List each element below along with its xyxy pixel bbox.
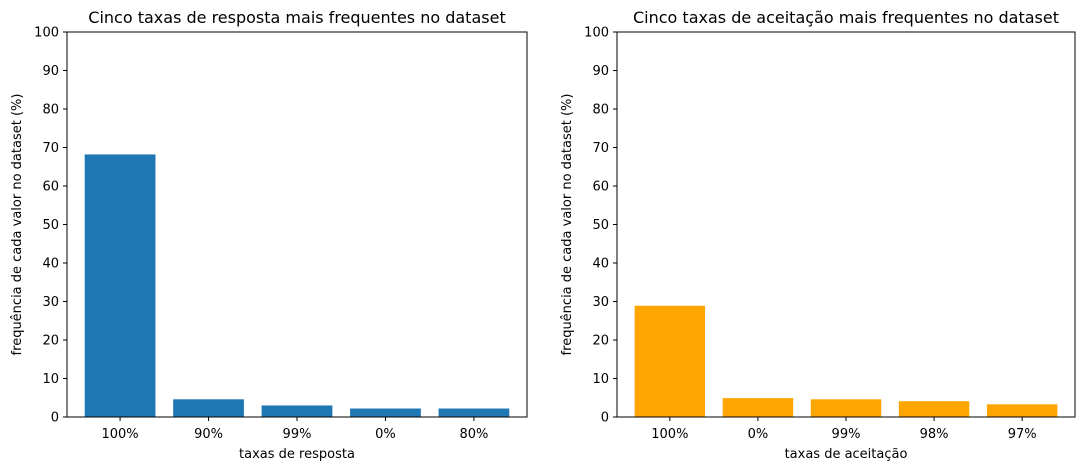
response-xtick-label: 99% xyxy=(283,427,312,442)
response-bar-0 xyxy=(84,154,156,417)
response-bar-4 xyxy=(438,408,510,417)
response-ytick-label: 80 xyxy=(42,103,59,118)
acceptance-ytick-label: 70 xyxy=(592,141,609,156)
acceptance-bar-0 xyxy=(634,305,706,417)
acceptance-bar-4 xyxy=(986,404,1058,417)
acceptance-ytick-label: 80 xyxy=(592,103,609,118)
acceptance-bar-2 xyxy=(810,399,882,417)
acceptance-bar-1 xyxy=(722,398,794,417)
response-xtick-label: 100% xyxy=(101,427,138,442)
response-x-axis-label: taxas de resposta xyxy=(239,447,355,462)
acceptance-ytick-label: 30 xyxy=(592,295,609,310)
acceptance-chart-title: Cinco taxas de aceitação mais frequentes… xyxy=(633,8,1059,27)
response-ytick-label: 20 xyxy=(42,334,59,349)
response-xtick-label: 80% xyxy=(459,427,488,442)
chart-acceptance-rates: 0 10 20 30 40 50 60 70 80 90 100 100% 0% 99% 98% 97% Cin… xyxy=(560,8,1076,462)
response-xtick-label: 0% xyxy=(375,427,396,442)
response-ytick-label: 70 xyxy=(42,141,59,156)
acceptance-x-axis-label: taxas de aceitação xyxy=(785,447,908,462)
acceptance-ytick-label: 100 xyxy=(584,26,609,41)
acceptance-xtick-label: 97% xyxy=(1008,427,1037,442)
response-y-axis-label: frequência de cada valor no dataset (%) xyxy=(10,94,25,356)
acceptance-ytick-label: 60 xyxy=(592,180,609,195)
chart-response-rates: 0 10 20 30 40 50 60 70 80 90 100 100% 90% 99% 0% 80% Cin… xyxy=(10,8,528,462)
acceptance-ytick-label: 90 xyxy=(592,64,609,79)
response-chart-title: Cinco taxas de resposta mais frequentes … xyxy=(88,8,505,27)
response-ytick-label: 0 xyxy=(51,411,59,426)
response-bar-1 xyxy=(173,399,244,417)
acceptance-ytick-label: 0 xyxy=(601,411,609,426)
acceptance-xtick-label: 0% xyxy=(748,427,769,442)
acceptance-xtick-label: 98% xyxy=(920,427,949,442)
acceptance-ytick-label: 20 xyxy=(592,334,609,349)
response-bar-2 xyxy=(261,405,333,417)
response-ytick-label: 40 xyxy=(42,257,59,272)
response-ytick-label: 100 xyxy=(34,26,59,41)
response-bar-3 xyxy=(350,408,421,417)
acceptance-bar-3 xyxy=(898,401,970,417)
response-ytick-label: 90 xyxy=(42,64,59,79)
acceptance-y-axis-label: frequência de cada valor no dataset (%) xyxy=(560,94,575,356)
acceptance-ytick-label: 50 xyxy=(592,218,609,233)
acceptance-xtick-label: 99% xyxy=(832,427,861,442)
acceptance-ytick-label: 40 xyxy=(592,257,609,272)
acceptance-xtick-label: 100% xyxy=(651,427,688,442)
acceptance-ytick-label: 10 xyxy=(592,372,609,387)
response-ytick-label: 30 xyxy=(42,295,59,310)
response-xtick-label: 90% xyxy=(194,427,223,442)
response-ytick-label: 60 xyxy=(42,180,59,195)
response-ytick-label: 10 xyxy=(42,372,59,387)
response-ytick-label: 50 xyxy=(42,218,59,233)
